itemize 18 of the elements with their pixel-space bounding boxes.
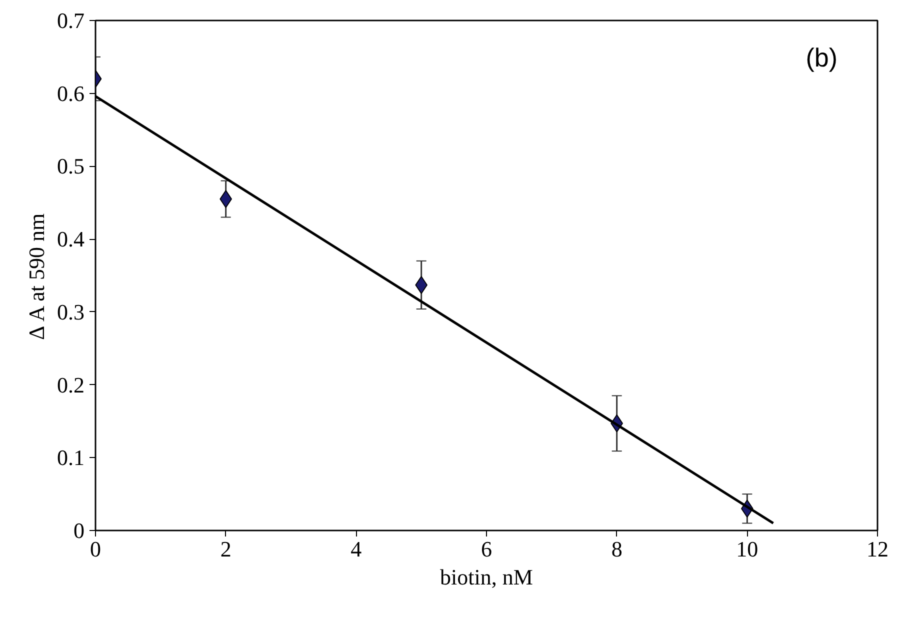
y-tick-label: 0.6 bbox=[57, 80, 84, 106]
y-tick-label: 0 bbox=[74, 518, 84, 543]
x-tick-label: 6 bbox=[481, 536, 492, 562]
x-axis-title: biotin, nM bbox=[440, 564, 533, 590]
y-axis-title: Δ A at 590 nm bbox=[24, 213, 49, 340]
x-tick-label: 12 bbox=[866, 536, 888, 562]
y-tick-label: 0.1 bbox=[57, 445, 84, 470]
x-tick-label: 8 bbox=[611, 536, 622, 562]
y-tick-label: 0.3 bbox=[57, 299, 84, 324]
x-tick-label: 0 bbox=[90, 536, 101, 562]
y-tick-label: 0.5 bbox=[57, 154, 84, 179]
x-tick-label: 4 bbox=[350, 536, 362, 562]
x-tick-label: 10 bbox=[736, 536, 758, 562]
y-tick-label: 0.4 bbox=[57, 226, 84, 252]
x-tick-label: 2 bbox=[220, 536, 232, 562]
y-tick-label: 0.2 bbox=[57, 372, 84, 398]
y-tick-label: 0.7 bbox=[57, 8, 84, 33]
annotation: (b) bbox=[806, 42, 838, 72]
